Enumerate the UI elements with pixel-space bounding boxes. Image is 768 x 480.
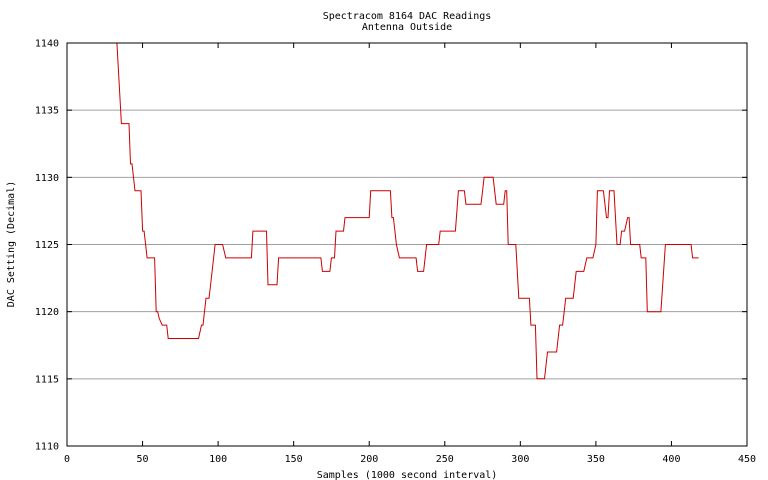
y-tick-label: 1120	[35, 307, 59, 318]
x-tick-label: 250	[436, 454, 454, 465]
dac-series-line	[116, 42, 699, 380]
series-layer	[116, 42, 699, 380]
y-tick-label: 1140	[35, 39, 59, 50]
x-tick-label: 300	[511, 454, 529, 465]
x-tick-label: 100	[209, 454, 227, 465]
y-tick-label: 1125	[35, 240, 59, 251]
x-tick-label: 400	[662, 454, 680, 465]
x-axis-label: Samples (1000 second interval)	[317, 470, 498, 480]
y-tick-label: 1135	[35, 106, 59, 117]
y-tick-label: 1110	[35, 442, 59, 453]
y-tick-label: 1115	[35, 374, 59, 385]
chart-subtitle: Antenna Outside	[362, 22, 452, 33]
x-tick-label: 150	[285, 454, 303, 465]
x-tick-label: 450	[738, 454, 756, 465]
x-tick-label: 350	[587, 454, 605, 465]
y-tick-label: 1130	[35, 173, 59, 184]
chart-title: Spectracom 8164 DAC Readings	[323, 11, 492, 22]
plot-frame	[66, 42, 748, 447]
x-tick-label: 200	[360, 454, 378, 465]
y-axis-label: DAC Setting (Decimal)	[6, 181, 17, 307]
grid-lines	[67, 109, 747, 380]
x-tick-label: 0	[64, 454, 70, 465]
x-tick-label: 50	[137, 454, 149, 465]
